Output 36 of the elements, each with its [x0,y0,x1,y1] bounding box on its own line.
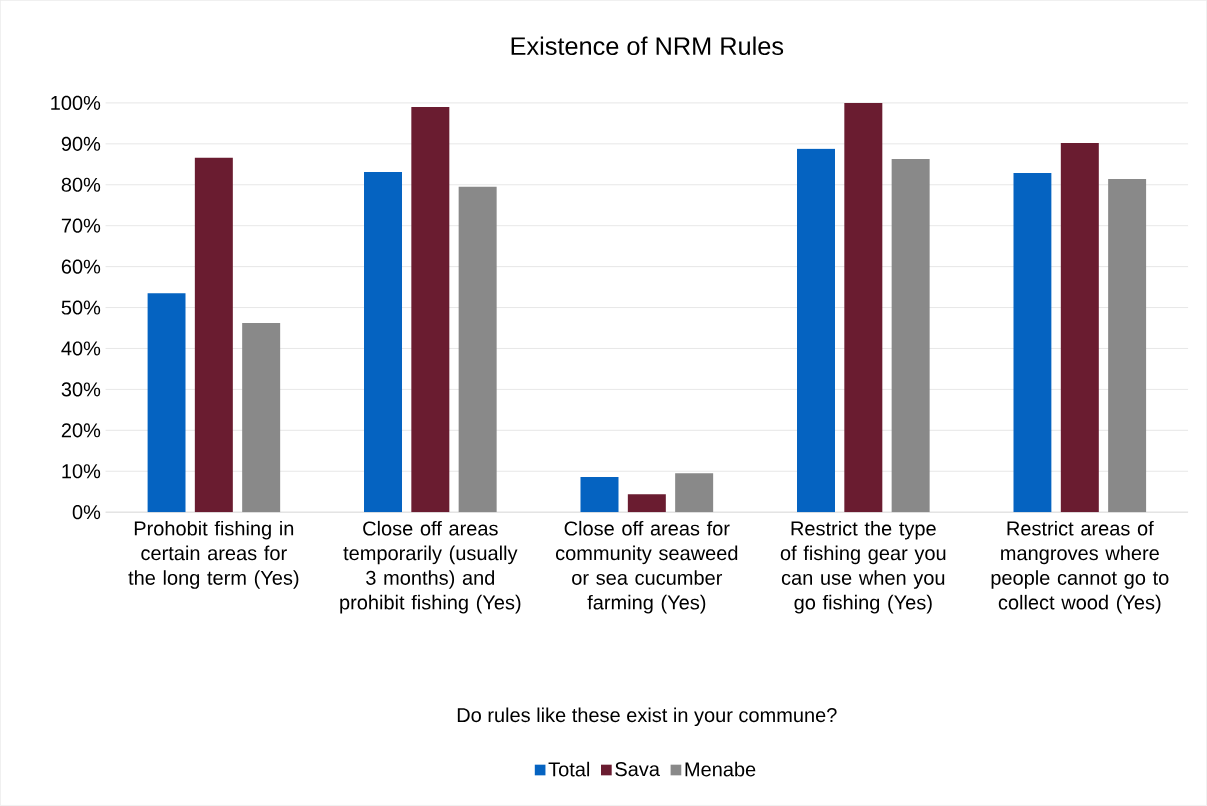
bar [891,159,930,513]
legend-label: Total [548,761,590,777]
y-tick-label: 20% [61,423,101,438]
x-tick-label: Close off areas for community seaweed or sea cucumber farming (Yes) [555,521,738,614]
x-tick-label: Restrict the type of fishing gear you can use when you go fishing (Yes) [780,521,946,614]
x-tick-label: Close off areas temporarily (usually 3 months) and prohibit fishing (Yes) [340,521,521,614]
y-tick-label: 0% [72,505,101,520]
y-tick-label: 30% [61,382,101,397]
bar [458,186,497,513]
bar [1013,173,1052,513]
bar [364,172,402,513]
bar [411,107,450,513]
bar [1060,143,1099,513]
y-tick-label: 60% [61,259,101,274]
x-tick-label: Restrict areas of mangroves where people cannot go to collect wood (Yes) [991,521,1169,614]
bar [797,148,835,513]
y-tick-label: 100% [51,95,101,111]
x-axis-title: Do rules like these exist in your commune? [457,707,837,727]
bar [675,473,714,513]
x-tick-label: Prohobit fishing in certain areas for the long term (Yes) [128,521,299,589]
bar [242,323,281,513]
legend-label: Menabe [685,761,756,777]
y-tick-label: 90% [61,136,101,152]
y-tick-label: 40% [61,341,101,356]
bar [1108,179,1147,513]
bar [147,293,186,513]
bar [627,494,666,513]
y-tick-label: 10% [62,464,101,479]
chart-title: Existence of NRM Rules [511,36,784,56]
y-tick-label: 70% [61,218,101,233]
bar [580,477,619,513]
y-tick-label: 50% [61,300,101,315]
legend-label: Sava [615,762,660,777]
bar [844,103,883,513]
bar [194,157,233,513]
y-tick-label: 80% [61,177,101,192]
